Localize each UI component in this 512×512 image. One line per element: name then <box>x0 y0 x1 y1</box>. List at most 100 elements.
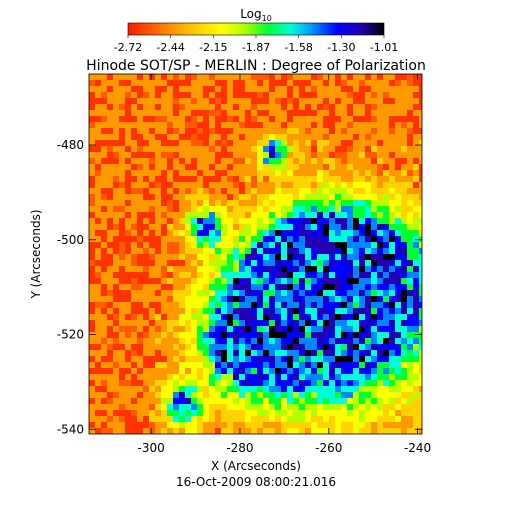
heatmap-cell <box>275 212 281 218</box>
heatmap-cell <box>335 200 341 206</box>
heatmap-cell <box>197 332 203 338</box>
heatmap-cell <box>179 272 185 278</box>
heatmap-cell <box>209 206 215 212</box>
heatmap-cell <box>173 374 179 380</box>
heatmap-cell <box>119 194 125 200</box>
heatmap-cell <box>221 344 227 350</box>
heatmap-cell <box>215 290 221 296</box>
heatmap-cell <box>251 146 257 152</box>
heatmap-cell <box>383 302 389 308</box>
heatmap-cell <box>329 296 335 302</box>
heatmap-cell <box>119 308 125 314</box>
heatmap-cell <box>239 116 245 122</box>
heatmap-cell <box>317 116 323 122</box>
heatmap-cell <box>233 200 239 206</box>
heatmap-cell <box>197 320 203 326</box>
heatmap-cell <box>119 158 125 164</box>
heatmap-cell <box>149 176 155 182</box>
heatmap-cell <box>149 134 155 140</box>
heatmap-cell <box>335 380 341 386</box>
heatmap-cell <box>353 206 359 212</box>
heatmap-cell <box>407 338 413 344</box>
heatmap-cell <box>311 320 317 326</box>
heatmap-cell <box>185 284 191 290</box>
heatmap-cell <box>413 410 419 416</box>
heatmap-cell <box>113 176 119 182</box>
heatmap-cell <box>101 392 107 398</box>
heatmap-cell <box>197 278 203 284</box>
heatmap-cell <box>281 368 287 374</box>
heatmap-cell <box>161 218 167 224</box>
heatmap-cell <box>419 362 422 368</box>
heatmap-cell <box>377 152 383 158</box>
heatmap-cell <box>89 164 95 170</box>
heatmap-cell <box>383 224 389 230</box>
heatmap-cell <box>341 242 347 248</box>
heatmap-cell <box>161 158 167 164</box>
heatmap-cell <box>383 422 389 428</box>
heatmap-cell <box>323 188 329 194</box>
heatmap-cell <box>335 296 341 302</box>
heatmap-cell <box>251 80 257 86</box>
heatmap-cell <box>353 338 359 344</box>
heatmap-cell <box>185 320 191 326</box>
heatmap-cell <box>323 242 329 248</box>
heatmap-cell <box>305 236 311 242</box>
heatmap-cell <box>155 230 161 236</box>
heatmap-cell <box>263 104 269 110</box>
heatmap-cell <box>293 224 299 230</box>
heatmap-cell <box>335 422 341 428</box>
heatmap-cell <box>209 296 215 302</box>
heatmap-cell <box>107 296 113 302</box>
heatmap-cell <box>383 248 389 254</box>
heatmap-cell <box>245 194 251 200</box>
heatmap-cell <box>305 272 311 278</box>
heatmap-cell <box>137 362 143 368</box>
heatmap-cell <box>293 368 299 374</box>
heatmap-cell <box>275 404 281 410</box>
heatmap-cell <box>293 428 299 434</box>
heatmap-cell <box>209 410 215 416</box>
heatmap-cell <box>419 284 422 290</box>
heatmap-cell <box>173 314 179 320</box>
heatmap-cell <box>329 338 335 344</box>
heatmap-cell <box>335 212 341 218</box>
heatmap-cell <box>407 284 413 290</box>
heatmap-cell <box>173 230 179 236</box>
heatmap-cell <box>419 290 422 296</box>
heatmap-cell <box>221 398 227 404</box>
heatmap-cell <box>239 374 245 380</box>
heatmap-cell <box>329 326 335 332</box>
heatmap-cell <box>209 278 215 284</box>
heatmap-cell <box>383 176 389 182</box>
heatmap-cell <box>215 386 221 392</box>
heatmap-cell <box>293 284 299 290</box>
heatmap-cell <box>137 194 143 200</box>
heatmap-cell <box>221 422 227 428</box>
heatmap-cell <box>323 392 329 398</box>
heatmap-cell <box>101 146 107 152</box>
heatmap-cell <box>269 146 275 152</box>
heatmap-cell <box>395 254 401 260</box>
heatmap-cell <box>203 152 209 158</box>
heatmap-cell <box>413 368 419 374</box>
heatmap-cell <box>239 392 245 398</box>
heatmap-cell <box>413 212 419 218</box>
heatmap-cell <box>371 404 377 410</box>
heatmap-cell <box>347 164 353 170</box>
y-axis-ticks: -480-500-520-540 <box>57 138 422 436</box>
heatmap-cell <box>227 284 233 290</box>
heatmap-cell <box>407 254 413 260</box>
heatmap-cell <box>197 386 203 392</box>
heatmap-cell <box>359 170 365 176</box>
heatmap-cell <box>137 146 143 152</box>
heatmap-cell <box>365 206 371 212</box>
heatmap-cell <box>407 332 413 338</box>
heatmap-cell <box>281 398 287 404</box>
heatmap-cell <box>371 230 377 236</box>
heatmap-cell <box>101 404 107 410</box>
heatmap-cell <box>185 236 191 242</box>
heatmap-cell <box>149 254 155 260</box>
heatmap-cell <box>263 380 269 386</box>
heatmap-cell <box>371 194 377 200</box>
